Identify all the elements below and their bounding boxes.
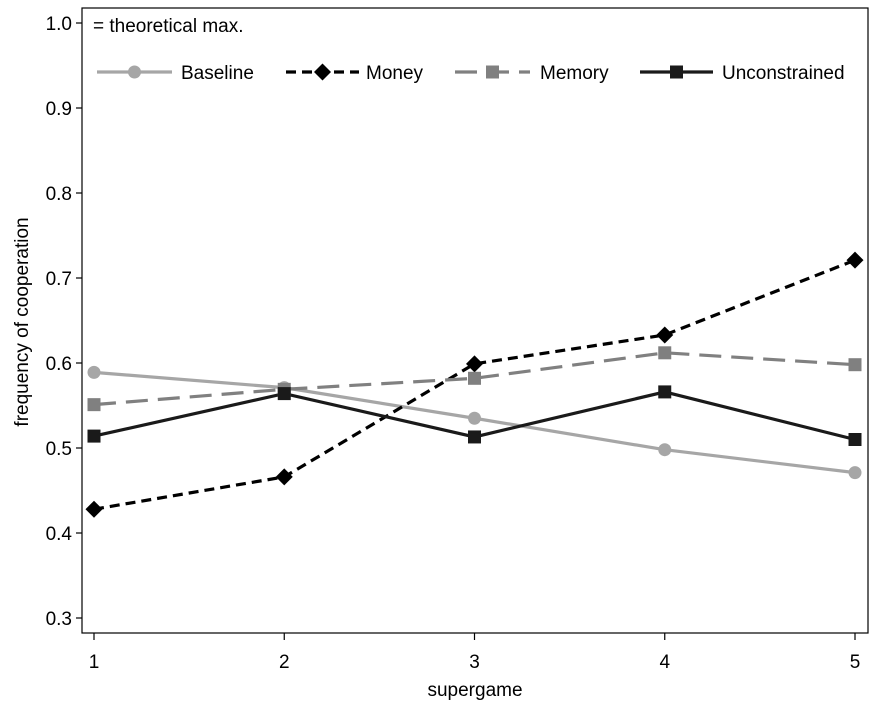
x-tick-label: 5 xyxy=(850,652,861,673)
legend-item-money: Money xyxy=(286,63,424,84)
data-point-money xyxy=(846,251,864,269)
data-point-money xyxy=(85,500,103,518)
x-axis-label: supergame xyxy=(427,680,522,701)
legend-label-unconstrained: Unconstrained xyxy=(722,63,845,84)
legend-marker-baseline xyxy=(128,65,141,79)
y-tick-label: 1.0 xyxy=(46,14,72,35)
x-axis: 1 2 3 4 5 xyxy=(89,633,861,673)
data-point-baseline xyxy=(87,365,101,379)
data-point-baseline xyxy=(658,443,672,457)
x-tick-label: 3 xyxy=(469,652,480,673)
data-point-memory xyxy=(848,358,862,372)
y-tick-label: 0.8 xyxy=(46,184,72,205)
legend-marker-memory xyxy=(486,65,499,79)
data-point-unconstrained xyxy=(277,387,291,401)
data-point-memory xyxy=(658,346,672,360)
legend: Baseline Money Memory Unconstrained xyxy=(97,63,845,84)
plot-area xyxy=(81,7,869,634)
data-point-baseline xyxy=(468,411,481,425)
legend-marker-unconstrained xyxy=(670,65,683,79)
data-point-money xyxy=(275,468,293,486)
data-point-memory xyxy=(468,371,481,385)
data-point-unconstrained xyxy=(87,429,101,443)
y-axis: 0.3 0.4 0.5 0.6 0.7 0.8 0.9 1.0 xyxy=(46,14,82,630)
y-tick-label: 0.6 xyxy=(46,354,72,375)
legend-label-money: Money xyxy=(366,63,424,84)
series-layer xyxy=(85,251,864,518)
theoretical-max-annotation: = theoretical max. xyxy=(93,16,244,37)
legend-label-memory: Memory xyxy=(540,63,609,84)
legend-marker-money xyxy=(314,63,331,81)
data-point-unconstrained xyxy=(848,433,862,446)
data-point-unconstrained xyxy=(658,385,672,399)
data-point-money xyxy=(656,326,674,344)
data-point-unconstrained xyxy=(468,430,481,444)
series-line-money xyxy=(93,258,856,511)
x-tick-label: 1 xyxy=(89,652,100,673)
data-point-memory xyxy=(87,398,101,412)
data-point-baseline xyxy=(848,466,862,480)
y-tick-label: 0.7 xyxy=(46,269,72,290)
x-tick-label: 2 xyxy=(279,652,290,673)
data-point-money xyxy=(466,355,483,373)
legend-item-baseline: Baseline xyxy=(97,63,254,84)
y-tick-label: 0.4 xyxy=(46,524,73,545)
x-tick-label: 4 xyxy=(659,652,670,673)
legend-item-memory: Memory xyxy=(455,63,609,84)
y-tick-label: 0.3 xyxy=(46,609,72,630)
y-axis-label: frequency of cooperation xyxy=(12,217,33,426)
y-tick-label: 0.5 xyxy=(46,439,72,460)
legend-label-baseline: Baseline xyxy=(181,63,254,84)
y-tick-label: 0.9 xyxy=(46,99,72,120)
legend-item-unconstrained: Unconstrained xyxy=(640,63,845,84)
